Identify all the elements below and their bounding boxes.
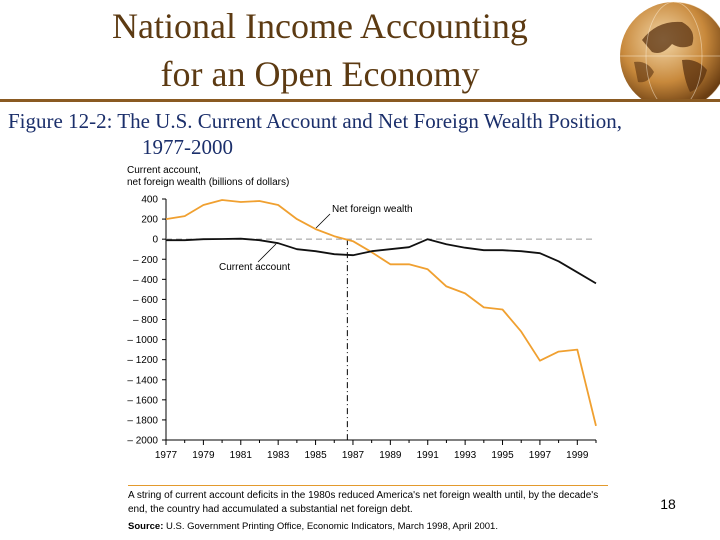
x-tick-label: 1995: [491, 450, 514, 461]
x-tick-label: 1991: [417, 450, 440, 461]
net-foreign-wealth-line: [165, 199, 597, 427]
net-foreign-wealth-leader: [315, 213, 331, 229]
figure-caption: Figure 12-2: The U.S. Current Account an…: [8, 108, 720, 160]
source-label: Source:: [128, 521, 164, 532]
y-tick-label: – 600: [133, 295, 158, 306]
y-tick-label: – 1800: [127, 415, 158, 426]
y-tick-label: – 1600: [127, 395, 158, 406]
y-tick-label: 400: [141, 195, 158, 206]
y-tick-label: – 800: [133, 315, 158, 326]
x-tick-label: 1983: [267, 450, 290, 461]
y-tick-label: – 1200: [127, 355, 158, 366]
current-account-leader: [257, 243, 277, 263]
x-tick-label: 1999: [566, 450, 589, 461]
current-account-line: [166, 237, 597, 285]
slide-title: National Income Accounting for an Open E…: [20, 2, 620, 98]
y-tick-label: – 1400: [127, 375, 158, 386]
x-tick-label: 1979: [192, 450, 215, 461]
figure-title-line1: The U.S. Current Account and Net Foreign…: [112, 109, 623, 133]
slide-number: 18: [660, 496, 676, 512]
figure-title-line2: 1977-2000: [142, 135, 233, 159]
slide-title-line1: National Income Accounting: [112, 6, 528, 46]
y-tick-label: – 1000: [127, 335, 158, 346]
x-tick-label: 1977: [155, 450, 178, 461]
source-text: U.S. Government Printing Office, Economi…: [166, 521, 498, 532]
x-tick-label: 1985: [304, 450, 327, 461]
x-tick-label: 1989: [379, 450, 402, 461]
y-axis-label-line2: net foreign wealth (billions of dollars): [127, 177, 289, 188]
x-tick-label: 1987: [342, 450, 365, 461]
y-axis-label-line1: Current account,: [127, 165, 201, 176]
x-tick-label: 1993: [454, 450, 477, 461]
figure-label: Figure 12-2:: [8, 109, 113, 133]
y-tick-label: – 200: [133, 255, 158, 266]
x-tick-label: 1981: [230, 450, 253, 461]
x-tick-label: 1997: [529, 450, 552, 461]
figure-source: Source: U.S. Government Printing Office,…: [128, 521, 608, 532]
y-tick-label: – 2000: [127, 436, 158, 447]
figure-note: A string of current account deficits in …: [128, 485, 608, 517]
title-divider: [0, 99, 720, 102]
y-tick-label: 0: [152, 235, 158, 246]
y-tick-label: – 400: [133, 275, 158, 286]
globe-icon: [620, 1, 720, 100]
current-account-annotation: Current account: [219, 262, 290, 273]
slide-title-line2: for an Open Economy: [160, 54, 480, 94]
y-tick-label: 200: [141, 215, 158, 226]
net-foreign-wealth-annotation: Net foreign wealth: [332, 204, 413, 215]
